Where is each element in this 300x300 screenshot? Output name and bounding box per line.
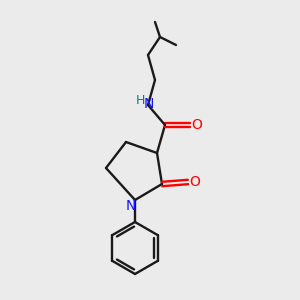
Text: O: O (192, 118, 203, 132)
Text: N: N (144, 97, 154, 111)
Text: N: N (126, 199, 136, 213)
Text: H: H (135, 94, 145, 107)
Text: O: O (190, 175, 200, 189)
